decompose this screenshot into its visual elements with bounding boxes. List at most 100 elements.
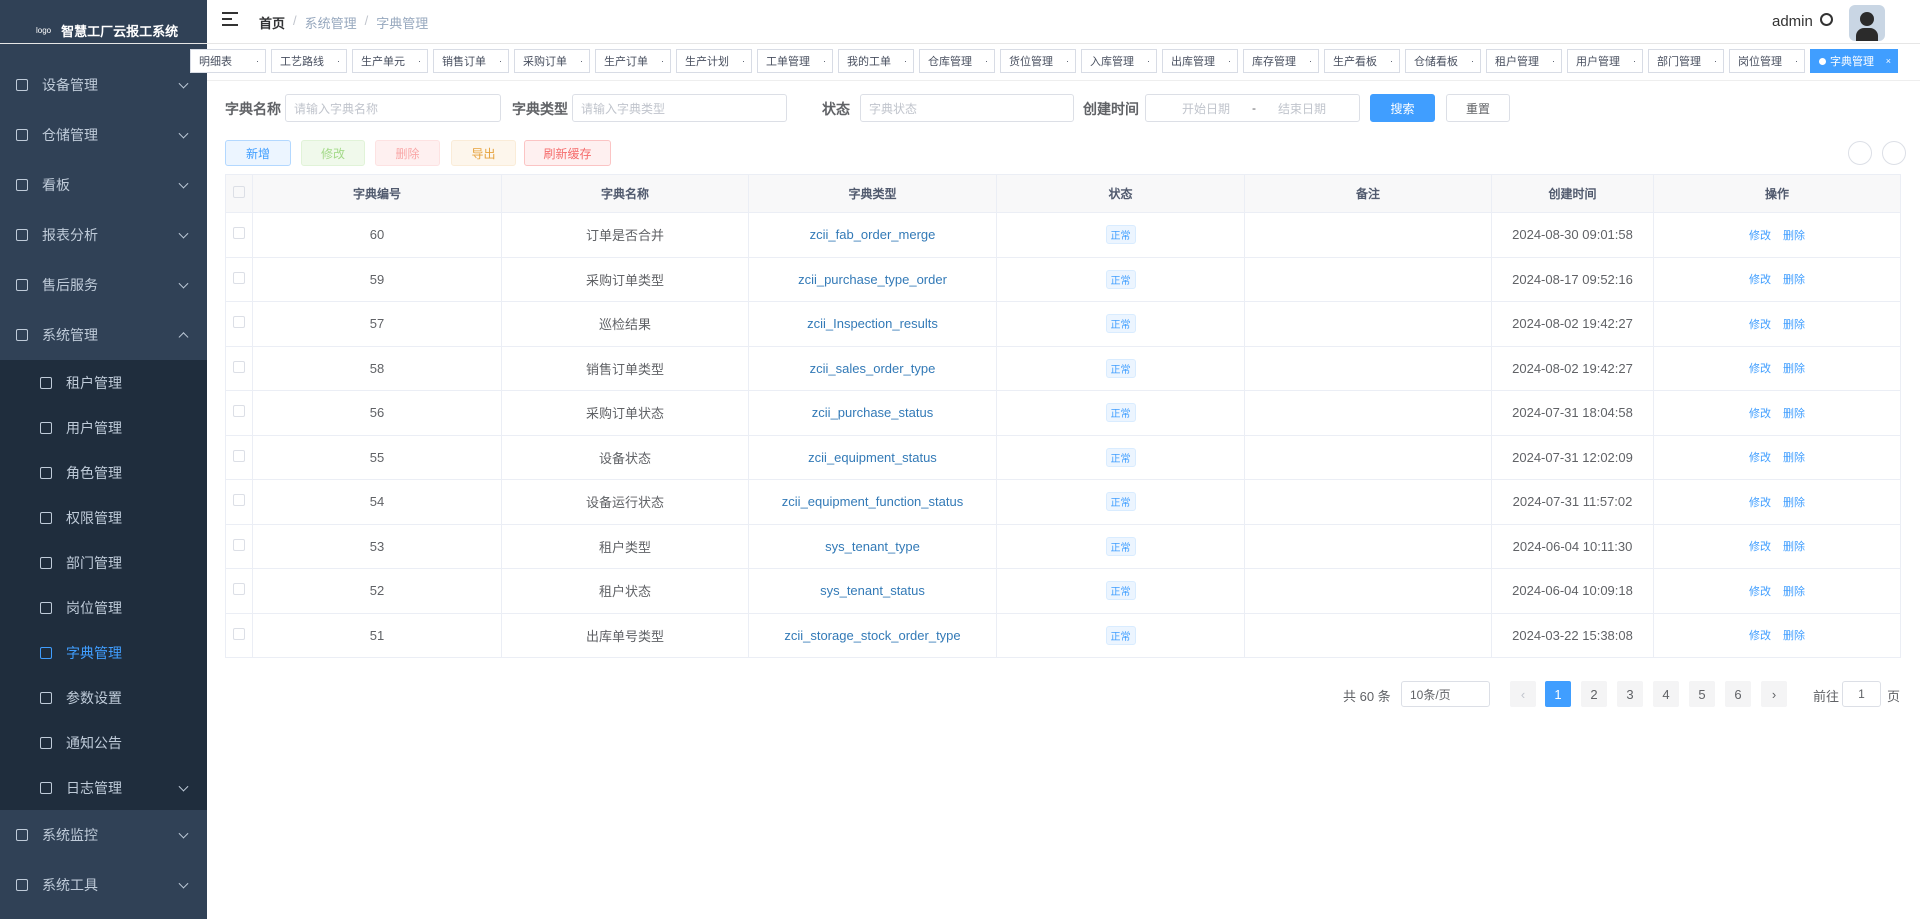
- menu-item[interactable]: 设备管理: [0, 60, 207, 110]
- submenu-item[interactable]: 字典管理: [0, 630, 207, 675]
- toolbar-button[interactable]: 删除: [375, 140, 440, 166]
- tag[interactable]: 货位管理 ·: [1000, 49, 1076, 73]
- checkbox[interactable]: [233, 627, 245, 640]
- toolbar-button[interactable]: 导出: [451, 140, 516, 166]
- cell-type[interactable]: zcii_fab_order_merge: [809, 227, 936, 243]
- checkbox[interactable]: [233, 583, 245, 596]
- username[interactable]: admin: [1772, 13, 1813, 30]
- text-input[interactable]: 请输入字典类型: [572, 94, 787, 122]
- cell-type[interactable]: sys_tenant_type: [825, 538, 920, 554]
- toolbar-button[interactable]: 刷新缓存: [524, 140, 611, 166]
- action-link[interactable]: 删除: [1783, 452, 1805, 465]
- next[interactable]: ›: [1761, 681, 1787, 707]
- checkbox[interactable]: [233, 449, 245, 462]
- action-link[interactable]: 修改: [1749, 229, 1771, 242]
- submenu-item[interactable]: 部门管理: [0, 540, 207, 585]
- tag[interactable]: 生产订单 ·: [595, 49, 671, 73]
- checkbox[interactable]: [233, 360, 245, 373]
- action-link[interactable]: 修改: [1749, 407, 1771, 420]
- page[interactable]: 1: [1545, 681, 1571, 707]
- menu-item[interactable]: 仓储管理: [0, 110, 207, 160]
- submenu-item[interactable]: 租户管理: [0, 360, 207, 405]
- checkbox[interactable]: [233, 186, 245, 198]
- submenu-item[interactable]: 岗位管理: [0, 585, 207, 630]
- reset-button[interactable]: 重置: [1446, 94, 1510, 122]
- checkbox[interactable]: [233, 316, 245, 329]
- submenu-item[interactable]: 通知公告: [0, 720, 207, 765]
- tag[interactable]: 生产计划 ·: [676, 49, 752, 73]
- page-size[interactable]: 10条/页: [1401, 681, 1490, 707]
- tag[interactable]: 岗位管理 ·: [1729, 49, 1805, 73]
- menu-item[interactable]: 系统管理: [0, 310, 207, 360]
- tag[interactable]: 生产单元 ·: [352, 49, 428, 73]
- page[interactable]: 4: [1653, 681, 1679, 707]
- action-link[interactable]: 删除: [1783, 318, 1805, 331]
- search-icon[interactable]: [1820, 13, 1833, 26]
- checkbox[interactable]: [233, 227, 245, 240]
- cell-type[interactable]: zcii_sales_order_type: [809, 360, 936, 376]
- action-link[interactable]: 修改: [1749, 318, 1771, 331]
- tag[interactable]: 工艺路线 ·: [271, 49, 347, 73]
- cell-type[interactable]: zcii_equipment_function_status: [781, 494, 964, 510]
- menu-item[interactable]: 系统监控: [0, 810, 207, 860]
- submenu-item[interactable]: 参数设置: [0, 675, 207, 720]
- menu-item[interactable]: 看板: [0, 160, 207, 210]
- cell-type[interactable]: zcii_equipment_status: [808, 449, 937, 465]
- action-link[interactable]: 删除: [1783, 496, 1805, 509]
- tag[interactable]: 库存管理 ·: [1243, 49, 1319, 73]
- refresh[interactable]: [1882, 141, 1906, 165]
- action-link[interactable]: 删除: [1783, 630, 1805, 643]
- cell-type[interactable]: zcii_purchase_type_order: [798, 271, 947, 287]
- avatar[interactable]: [1849, 5, 1885, 41]
- menu-item[interactable]: 系统工具: [0, 860, 207, 910]
- action-link[interactable]: 修改: [1749, 274, 1771, 287]
- cell-type[interactable]: zcii_storage_stock_order_type: [784, 627, 961, 643]
- text-input[interactable]: 请输入字典名称: [285, 94, 501, 122]
- checkbox[interactable]: [233, 405, 245, 418]
- tag[interactable]: 字典管理 ×: [1810, 49, 1898, 73]
- tag[interactable]: 明细表 ·: [190, 49, 266, 73]
- page[interactable]: 3: [1617, 681, 1643, 707]
- submenu-item[interactable]: 权限管理: [0, 495, 207, 540]
- cell-type[interactable]: zcii_purchase_status: [811, 405, 934, 421]
- page[interactable]: 6: [1725, 681, 1751, 707]
- checkbox[interactable]: [233, 494, 245, 507]
- page[interactable]: 2: [1581, 681, 1607, 707]
- tag[interactable]: 工单管理 ·: [757, 49, 833, 73]
- cell-type[interactable]: zcii_Inspection_results: [807, 316, 938, 332]
- tag[interactable]: 出库管理 ·: [1162, 49, 1238, 73]
- crumb[interactable]: 首页: [259, 16, 286, 31]
- action-link[interactable]: 删除: [1783, 407, 1805, 420]
- action-link[interactable]: 修改: [1749, 630, 1771, 643]
- action-link[interactable]: 修改: [1749, 541, 1771, 554]
- toggle-search[interactable]: [1848, 141, 1872, 165]
- tag[interactable]: 入库管理 ·: [1081, 49, 1157, 73]
- tag[interactable]: 我的工单 ·: [838, 49, 914, 73]
- action-link[interactable]: 删除: [1783, 274, 1805, 287]
- hamburger[interactable]: [222, 12, 238, 26]
- tag[interactable]: 用户管理 ·: [1567, 49, 1643, 73]
- select[interactable]: 字典状态: [860, 94, 1074, 122]
- action-link[interactable]: 删除: [1783, 363, 1805, 376]
- action-link[interactable]: 删除: [1783, 585, 1805, 598]
- search-button[interactable]: 搜索: [1370, 94, 1435, 122]
- menu-item[interactable]: 报表分析: [0, 210, 207, 260]
- tag[interactable]: 部门管理 ·: [1648, 49, 1724, 73]
- action-link[interactable]: 删除: [1783, 229, 1805, 242]
- action-link[interactable]: 删除: [1783, 541, 1805, 554]
- toolbar-button[interactable]: 修改: [301, 140, 365, 166]
- action-link[interactable]: 修改: [1749, 496, 1771, 509]
- checkbox[interactable]: [233, 538, 245, 551]
- submenu-item[interactable]: 日志管理: [0, 765, 207, 810]
- action-link[interactable]: 修改: [1749, 363, 1771, 376]
- cell-type[interactable]: sys_tenant_status: [820, 583, 925, 599]
- tag[interactable]: 采购订单 ·: [514, 49, 590, 73]
- submenu-item[interactable]: 角色管理: [0, 450, 207, 495]
- tag[interactable]: 仓库管理 ·: [919, 49, 995, 73]
- action-link[interactable]: 修改: [1749, 452, 1771, 465]
- tag[interactable]: 租户管理 ·: [1486, 49, 1562, 73]
- action-link[interactable]: 修改: [1749, 585, 1771, 598]
- tag[interactable]: 生产看板 ·: [1324, 49, 1400, 73]
- page[interactable]: 5: [1689, 681, 1715, 707]
- toolbar-button[interactable]: 新增: [225, 140, 291, 166]
